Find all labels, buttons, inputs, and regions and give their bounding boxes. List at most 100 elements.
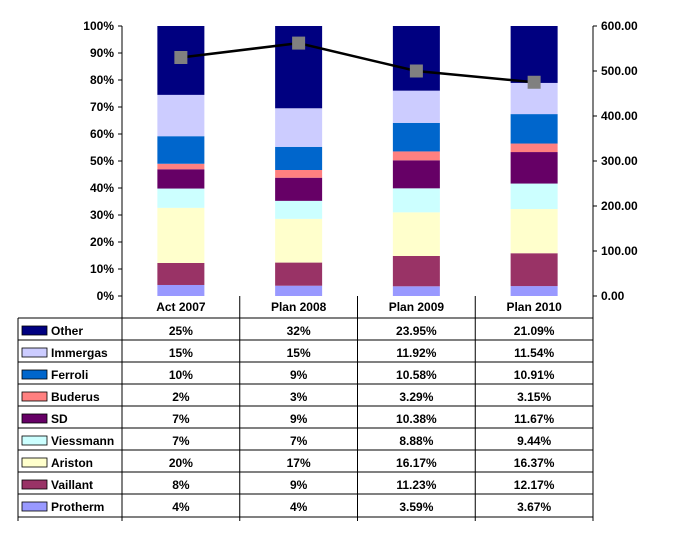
left-tick-label: 0% <box>97 289 115 303</box>
legend-swatch-vaillant <box>21 479 48 490</box>
left-tick-label: 10% <box>90 262 114 276</box>
data-label: 9% <box>290 368 308 382</box>
left-tick-label: 100% <box>83 19 114 33</box>
data-label: 25% <box>169 324 193 338</box>
bar-segment-ariston <box>275 218 323 263</box>
data-label: 11.23% <box>396 478 436 492</box>
data-label: 8% <box>172 478 190 492</box>
data-label: 10.91% <box>514 368 555 382</box>
bar-segment-buderus <box>392 151 440 161</box>
left-tick-label: 60% <box>90 127 114 141</box>
bar-segment-viessmann <box>275 200 323 219</box>
bar-segment-buderus <box>275 170 323 178</box>
bar-segment-other <box>392 26 440 91</box>
right-tick-label: 100.00 <box>601 244 638 258</box>
data-label: 7% <box>172 412 190 426</box>
bar-segment-protherm <box>157 284 205 296</box>
legend-swatch-buderus <box>21 391 48 402</box>
data-label: 11.54% <box>514 346 554 360</box>
data-label: 20% <box>169 456 193 470</box>
total-line-path <box>180 41 535 84</box>
line-marker <box>174 51 188 64</box>
bar-segment-ferroli <box>157 136 205 164</box>
bar-segment-vaillant <box>392 255 440 287</box>
data-label: 9% <box>290 478 308 492</box>
bar-segment-ferroli <box>275 146 323 170</box>
right-tick-label: 200.00 <box>601 199 638 213</box>
bar-segment-viessmann <box>157 188 205 208</box>
data-label: 4% <box>290 500 308 514</box>
data-label: 16.17% <box>396 456 437 470</box>
data-label: 17% <box>287 456 311 470</box>
series-name: Buderus <box>51 390 100 404</box>
legend-swatch-ferroli <box>21 369 48 380</box>
data-label: 3.59% <box>399 500 433 514</box>
bar-segment-ferroli <box>392 122 440 152</box>
category-label: Plan 2008 <box>271 300 327 314</box>
legend-swatch-viessmann <box>21 435 48 446</box>
data-label: 21.09% <box>514 324 555 338</box>
data-label: 2% <box>172 390 190 404</box>
category-label: Plan 2010 <box>506 300 562 314</box>
legend-swatch-sd <box>21 413 48 424</box>
bar-segment-immergas <box>275 108 323 147</box>
series-name: SD <box>51 412 68 426</box>
bar-segment-viessmann <box>392 188 440 213</box>
bar-segment-viessmann <box>510 183 558 210</box>
legend-swatch-ariston <box>21 457 48 468</box>
left-tick-label: 30% <box>90 208 114 222</box>
bar-segment-sd <box>157 169 205 189</box>
legend-swatch-protherm <box>21 501 48 512</box>
right-tick-label: 500.00 <box>601 64 638 78</box>
bar-segment-ariston <box>392 212 440 256</box>
series-name: Vaillant <box>51 478 93 492</box>
data-label: 10.58% <box>396 368 437 382</box>
bar-segment-immergas <box>157 94 205 137</box>
category-label: Act 2007 <box>156 300 206 314</box>
legend-swatch-other <box>21 325 48 336</box>
bar-segment-ferroli <box>510 114 558 144</box>
bar-segment-sd <box>392 160 440 189</box>
data-label: 8.88% <box>399 434 433 448</box>
data-label: 32% <box>287 324 311 338</box>
left-tick-label: 90% <box>90 46 114 60</box>
data-label: 10.38% <box>396 412 437 426</box>
axes: 0% 10% 20% 30% 40% 50% 60% 70% 80% 90% 100% 0.00 100… <box>83 19 638 303</box>
data-label: 7% <box>172 434 190 448</box>
data-label: 16.37% <box>514 456 555 470</box>
legend-swatch-immergas <box>21 347 48 358</box>
line-marker <box>409 64 423 78</box>
bar-segment-ariston <box>157 207 205 263</box>
left-tick-label: 40% <box>90 181 114 195</box>
left-tick-label: 70% <box>90 100 114 114</box>
right-tick-label: 0.00 <box>601 289 625 303</box>
series-name: Immergas <box>51 346 108 360</box>
bar-segment-vaillant <box>157 262 205 285</box>
data-label: 3% <box>290 390 308 404</box>
series-name: Protherm <box>51 500 104 514</box>
bar-segment-sd <box>510 152 558 184</box>
data-label: 12.17% <box>514 478 555 492</box>
data-label: 23.95% <box>396 324 437 338</box>
bar-segment-vaillant <box>275 262 323 286</box>
series-name: Viessmann <box>51 434 114 448</box>
right-tick-label: 600.00 <box>601 19 638 33</box>
data-label: 7% <box>290 434 308 448</box>
left-tick-label: 20% <box>90 235 114 249</box>
data-label: 9% <box>290 412 308 426</box>
left-tick-label: 80% <box>90 73 114 87</box>
data-label: 15% <box>169 346 193 360</box>
line-marker <box>527 75 541 89</box>
right-tick-label: 400.00 <box>601 109 638 123</box>
bar-segment-buderus <box>510 143 558 153</box>
series-name: Ariston <box>51 456 93 470</box>
data-label: 10% <box>169 368 193 382</box>
bar-segment-buderus <box>157 163 205 170</box>
data-label: 3.29% <box>399 390 433 404</box>
line-marker <box>292 36 306 50</box>
bar-segment-sd <box>275 177 323 201</box>
data-label: 11.67% <box>514 412 554 426</box>
bar-segment-protherm <box>392 286 440 296</box>
data-label: 3.15% <box>517 390 551 404</box>
category-label: Plan 2009 <box>389 300 445 314</box>
